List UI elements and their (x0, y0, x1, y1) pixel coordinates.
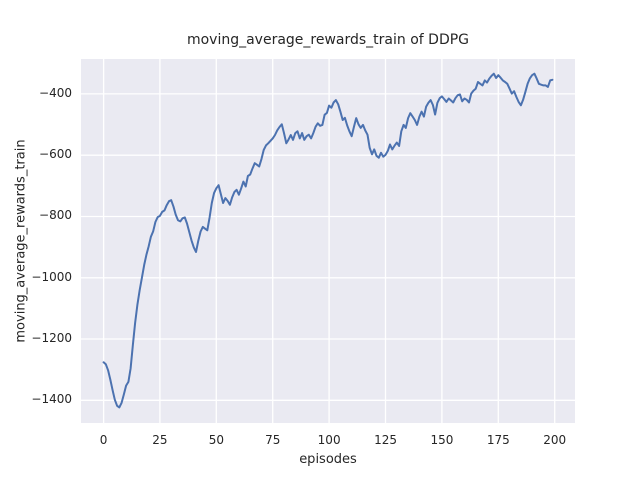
x-tick-label: 50 (208, 433, 224, 447)
x-tick-label: 125 (374, 433, 397, 447)
x-tick-label: 200 (543, 433, 567, 447)
x-tick-label: 0 (99, 433, 108, 447)
x-tick-label: 25 (152, 433, 168, 447)
y-tick-label: −1000 (31, 269, 72, 284)
y-axis-label: moving_average_rewards_train (13, 139, 29, 343)
x-tick-label: 150 (430, 433, 454, 447)
x-axis-label: episodes (299, 452, 357, 467)
y-tick-label: −800 (39, 208, 72, 223)
chart-title: moving_average_rewards_train of DDPG (186, 32, 470, 48)
data-line (102, 72, 554, 409)
x-tick-label: 175 (486, 433, 510, 447)
x-tick-label: 75 (265, 433, 281, 447)
y-tick-label: −1400 (31, 392, 72, 407)
y-tick-label: −1200 (31, 331, 72, 346)
y-tick-label: −400 (39, 85, 72, 100)
chart-canvas (81, 59, 575, 423)
plot-area (81, 59, 575, 423)
x-tick-label: 100 (317, 433, 341, 447)
plot-background (81, 59, 575, 423)
y-tick-label: −600 (39, 147, 72, 162)
